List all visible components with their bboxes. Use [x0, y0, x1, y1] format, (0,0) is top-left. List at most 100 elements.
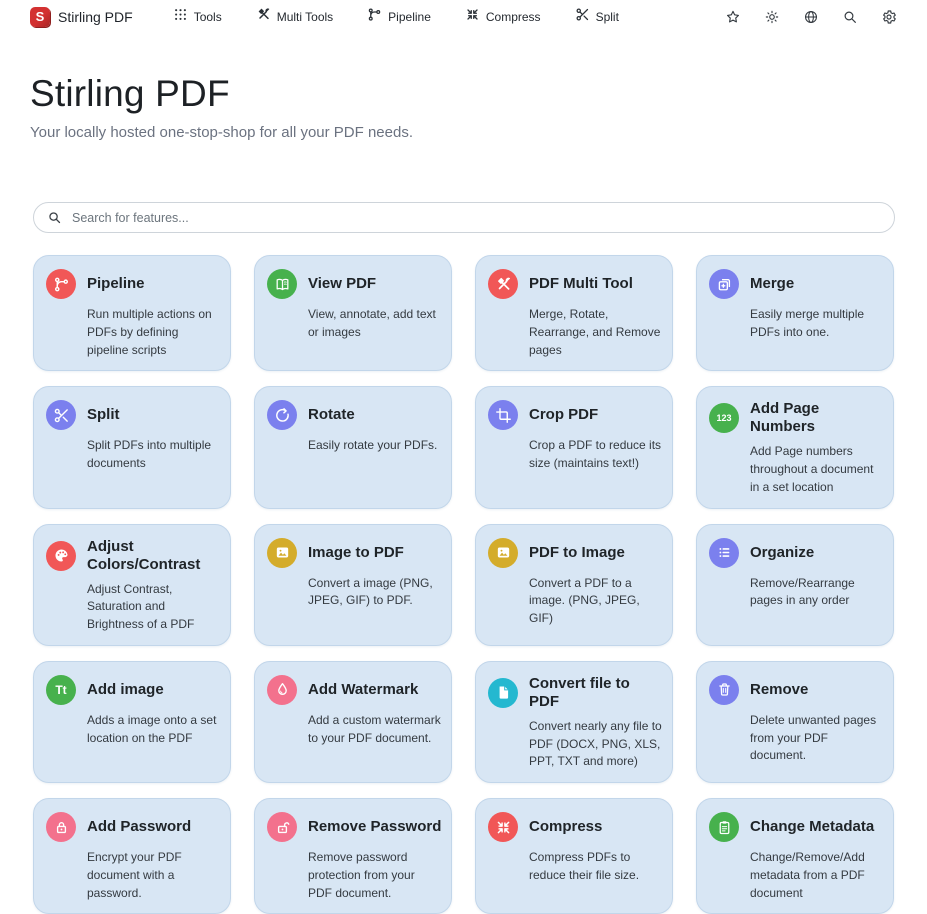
tool-card-desc: Split PDFs into multiple documents: [87, 438, 212, 470]
top-navbar: S Stirling PDF Tools Multi Tools Pipelin…: [0, 0, 927, 33]
tool-card-pdf-multi-tool[interactable]: PDF Multi Tool Merge, Rotate, Rearrange,…: [475, 255, 673, 372]
pipeline-icon: [46, 269, 76, 299]
tool-card-desc: Crop a PDF to reduce its size (maintains…: [529, 438, 662, 470]
unlock-icon: [267, 812, 297, 842]
nav-menu: Tools Multi Tools Pipeline Compress Spli…: [173, 7, 619, 27]
tool-card-title: Add Watermark: [308, 680, 419, 698]
scissors-icon: [575, 7, 590, 27]
search-icon[interactable]: [842, 9, 858, 25]
pipeline-icon: [367, 7, 382, 27]
tool-card-pipeline[interactable]: Pipeline Run multiple actions on PDFs by…: [33, 255, 231, 372]
tool-card-title: Crop PDF: [529, 406, 599, 424]
tool-card-desc: Compress PDFs to reduce their file size.: [529, 850, 640, 882]
tool-card-convert-file-to-pdf[interactable]: Convert file to PDF Convert nearly any f…: [475, 660, 673, 783]
tool-card-desc: Convert a image (PNG, JPEG, GIF) to PDF.: [308, 575, 433, 608]
star-icon[interactable]: [725, 9, 741, 25]
tools-icon: [488, 269, 518, 299]
scissors-icon: [46, 400, 76, 431]
tool-card-title: Add image: [87, 680, 164, 698]
tool-card-compress[interactable]: Compress Compress PDFs to reduce their f…: [475, 798, 673, 914]
tool-card-adjust-colors-contrast[interactable]: Adjust Colors/Contrast Adjust Contrast, …: [33, 523, 231, 646]
compress-arrows-icon: [488, 812, 518, 842]
tool-card-title: PDF Multi Tool: [529, 275, 633, 292]
globe-language-icon[interactable]: [803, 9, 819, 25]
tool-card-title: Split: [87, 406, 120, 424]
nav-item-label: Compress: [485, 9, 541, 24]
tool-card-add-watermark[interactable]: Add Watermark Add a custom watermark to …: [254, 660, 452, 783]
tool-card-view-pdf[interactable]: View PDF View, annotate, add text or ima…: [254, 255, 452, 372]
tool-card-add-image[interactable]: Tt Add image Adds a image onto a set loc…: [33, 660, 231, 783]
nav-actions: [725, 9, 897, 25]
crop-icon: [488, 400, 518, 431]
tool-card-desc: Convert a PDF to a image. (PNG, JPEG, GI…: [529, 575, 640, 626]
clipboard-icon: [709, 812, 739, 842]
nav-item-label: Split: [595, 9, 619, 24]
tool-card-title: Organize: [750, 543, 815, 561]
tool-card-merge[interactable]: Merge Easily merge multiple PDFs into on…: [696, 255, 894, 372]
page-numbers-123-icon: 123: [709, 403, 739, 434]
tools-icon: [256, 7, 271, 27]
tool-card-title: Image to PDF: [308, 543, 404, 561]
tool-card-title: Merge: [750, 275, 795, 292]
tool-card-desc: Encrypt your PDF document with a passwor…: [87, 850, 182, 900]
tool-card-desc: Convert nearly any file to PDF (DOCX, PN…: [529, 718, 662, 769]
brand-label: Stirling PDF: [58, 8, 133, 25]
nav-item-multi-tools[interactable]: Multi Tools: [256, 7, 333, 27]
tool-card-title: Adjust Colors/Contrast: [87, 537, 201, 573]
lock-icon: [46, 812, 76, 842]
tool-card-change-metadata[interactable]: Change Metadata Change/Remove/Add metada…: [696, 798, 894, 914]
page-subtitle: Your locally hosted one-stop-shop for al…: [30, 124, 413, 141]
nav-item-split[interactable]: Split: [575, 7, 619, 27]
tool-card-remove[interactable]: Remove Delete unwanted pages from your P…: [696, 660, 894, 783]
hero-section: Stirling PDF Your locally hosted one-sto…: [0, 33, 927, 141]
droplet-icon: [267, 674, 297, 705]
palette-icon: [46, 540, 76, 571]
nav-item-compress[interactable]: Compress: [465, 7, 541, 27]
tool-card-add-password[interactable]: Add Password Encrypt your PDF document w…: [33, 798, 231, 914]
tool-card-crop-pdf[interactable]: Crop PDF Crop a PDF to reduce its size (…: [475, 386, 673, 509]
nav-item-pipeline[interactable]: Pipeline: [367, 7, 431, 27]
tool-card-desc: Run multiple actions on PDFs by defining…: [87, 307, 212, 357]
tool-card-split[interactable]: Split Split PDFs into multiple documents: [33, 386, 231, 509]
tool-card-desc: Remove/Rearrange pages in any order: [750, 575, 855, 608]
stirling-logo-icon: S: [30, 6, 50, 27]
search-icon: [49, 212, 61, 224]
tool-card-desc: Easily merge multiple PDFs into one.: [750, 307, 865, 339]
tool-card-title: Remove Password: [308, 818, 442, 835]
tool-card-desc: Merge, Rotate, Rearrange, and Remove pag…: [529, 307, 661, 357]
sun-theme-icon[interactable]: [764, 9, 780, 25]
image-icon: [267, 537, 297, 568]
tool-card-pdf-to-image[interactable]: PDF to Image Convert a PDF to a image. (…: [475, 523, 673, 646]
nav-item-label: Multi Tools: [276, 9, 334, 24]
tool-card-organize[interactable]: Organize Remove/Rearrange pages in any o…: [696, 523, 894, 646]
gear-settings-icon[interactable]: [881, 9, 897, 25]
tool-card-title: Add Page Numbers: [750, 400, 820, 436]
tool-card-title: Convert file to PDF: [529, 674, 630, 710]
tool-card-add-page-numbers[interactable]: 123 Add Page Numbers Add Page numbers th…: [696, 386, 894, 509]
tool-card-title: PDF to Image: [529, 543, 625, 561]
tool-card-desc: Adds a image onto a set location on the …: [87, 712, 217, 745]
tool-card-remove-password[interactable]: Remove Password Remove password protecti…: [254, 798, 452, 914]
tool-card-title: Remove: [750, 680, 809, 698]
tool-card-rotate[interactable]: Rotate Easily rotate your PDFs.: [254, 386, 452, 509]
page-title: Stirling PDF: [30, 73, 230, 114]
tool-card-desc: Adjust Contrast, Saturation and Brightne…: [87, 581, 195, 632]
trash-icon: [709, 674, 739, 705]
image-icon: [488, 537, 518, 568]
bullet-list-icon: [709, 537, 739, 568]
nav-item-label: Pipeline: [388, 9, 431, 24]
nav-item-tools[interactable]: Tools: [173, 7, 222, 27]
search-input[interactable]: [33, 202, 895, 233]
tool-card-desc: Remove password protection from your PDF…: [308, 850, 415, 900]
book-open-icon: [267, 269, 297, 299]
compress-arrows-icon: [465, 7, 480, 27]
tool-card-desc: Delete unwanted pages from your PDF docu…: [750, 712, 877, 763]
grid-dots-icon: [173, 7, 188, 27]
tool-card-title: View PDF: [308, 275, 377, 292]
tool-card-title: Pipeline: [87, 275, 145, 292]
tool-card-title: Compress: [529, 818, 603, 835]
brand-home-link[interactable]: S Stirling PDF: [30, 6, 133, 27]
tool-card-image-to-pdf[interactable]: Image to PDF Convert a image (PNG, JPEG,…: [254, 523, 452, 646]
tool-card-title: Change Metadata: [750, 818, 875, 835]
tool-card-desc: Change/Remove/Add metadata from a PDF do…: [750, 850, 865, 900]
